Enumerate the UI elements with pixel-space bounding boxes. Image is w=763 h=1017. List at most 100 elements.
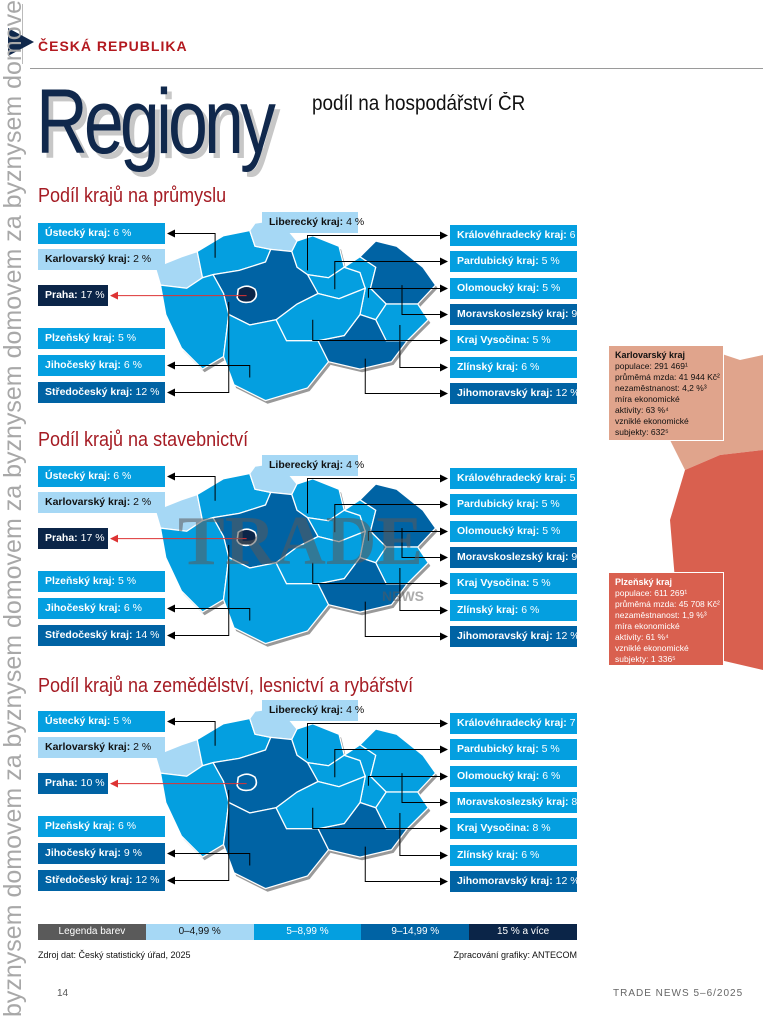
region-value: 5 % [542, 282, 561, 294]
region-label-karlovarsky: Karlovarský kraj: 2 % [38, 737, 165, 758]
region-name: Praha: [45, 777, 78, 790]
leader-arrow-pardubicky [334, 745, 448, 778]
info-box-title: Plzeňský kraj [615, 577, 673, 587]
region-value: 5 % [569, 472, 588, 484]
region-value: 6 % [113, 227, 132, 239]
region-value: 10 % [80, 777, 105, 790]
region-label-jihocesky: Jihočeský kraj: 6 % [38, 598, 165, 619]
region-label-jihomoravsky: Jihomoravský kraj: 12 % [450, 626, 580, 647]
page-subtitle: podíl na hospodářství ČR [312, 92, 526, 115]
leader-arrow-kralovehradecky [307, 719, 448, 759]
region-label-liberecky: Liberecký kraj: 4 % [262, 700, 364, 721]
region-name: Liberecký kraj: [269, 704, 344, 716]
leader-arrow-jihocesky [167, 604, 251, 621]
region-name: Středočeský kraj: [45, 874, 133, 886]
region-value: 7 % [569, 717, 588, 729]
region-value: 5 % [542, 525, 561, 537]
region-name: Olomoucký kraj: [457, 282, 540, 294]
region-name: Jihočeský kraj: [45, 359, 121, 371]
region-name: Plzeňský kraj: [45, 332, 116, 344]
region-value: 5 % [117, 575, 137, 587]
region-plzensky [159, 273, 230, 370]
region-value: 8 % [532, 822, 551, 834]
leader-arrow-moravskoslezsky [401, 528, 448, 562]
region-label-jihocesky: Jihočeský kraj: 9 % [38, 843, 165, 864]
czech-map [110, 462, 448, 647]
region-name: Ústecký kraj: [45, 470, 111, 482]
info-box-line: nezaměstnanost: 1,9 %³ [615, 610, 707, 620]
info-box-line: populace: 291 469¹ [615, 361, 688, 371]
region-label-kralovehradecky: Královéhradecký kraj: 7 % [450, 713, 588, 734]
region-value: 2 % [133, 253, 152, 265]
magazine-issue: TRADE NEWS 5–6/2025 [613, 988, 744, 999]
info-box-line: průměmá mzda: 45 708 Kč² [615, 599, 720, 609]
region-name: Pardubický kraj: [457, 743, 539, 755]
leader-arrow-jihocesky [167, 849, 251, 866]
region-praha [236, 773, 258, 792]
region-name: Královéhradecký kraj: [457, 229, 567, 241]
region-praha [236, 528, 258, 547]
region-name: Ústecký kraj: [45, 715, 111, 727]
region-label-vysocina: Kraj Vysočina: 5 % [450, 330, 577, 351]
leader-arrow-vysocina [312, 319, 448, 345]
region-label-praha: Praha: 10 % [38, 773, 108, 795]
region-name: Kraj Vysočina: [457, 822, 530, 834]
region-share-map: Ústecký kraj: 6 % Karlovarský kraj: 2 % Pr… [0, 212, 600, 417]
region-value: 5 % [541, 498, 560, 510]
region-value: 17 % [80, 289, 105, 302]
region-name: Zlínský kraj: [457, 361, 519, 373]
region-value: 5 % [532, 334, 551, 346]
region-label-praha: Praha: 17 % [38, 285, 108, 307]
region-name: Zlínský kraj: [457, 849, 519, 861]
page-title: Regiony [36, 71, 276, 173]
region-name: Karlovarský kraj: [45, 253, 131, 265]
info-box-line: subjekty: 632⁵ [615, 427, 669, 437]
color-legend: Legenda barev 0–4,99 % 5–8,99 % 9–14,99 … [38, 924, 577, 940]
region-name: Liberecký kraj: [269, 216, 344, 228]
leader-arrow-zlinsky [399, 813, 448, 860]
leader-arrow-olomoucky [367, 284, 448, 298]
region-name: Ústecký kraj: [45, 227, 111, 239]
region-value: 9 % [571, 551, 590, 563]
region-label-plzensky: Plzeňský kraj: 5 % [38, 328, 165, 349]
region-value: 5 % [532, 577, 551, 589]
region-label-pardubicky: Pardubický kraj: 5 % [450, 494, 577, 515]
leader-arrow-olomoucky [367, 772, 448, 786]
header-divider [30, 68, 763, 69]
leader-arrow-jihocesky [167, 361, 251, 378]
page-number: 14 [57, 988, 69, 999]
region-label-jihomoravsky: Jihomoravský kraj: 12 % [450, 383, 580, 404]
region-value: 2 % [133, 496, 152, 508]
graphics-credit: Zpracování grafiky: ANTECOM [453, 950, 577, 960]
czech-map [110, 219, 448, 404]
leader-arrow-zlinsky [399, 568, 448, 615]
region-value: 6 % [123, 602, 142, 614]
region-name: Středočeský kraj: [45, 629, 133, 641]
region-value: 12 % [135, 386, 160, 398]
region-name: Středočeský kraj: [45, 386, 133, 398]
leader-arrow-jihomoravsky [364, 601, 448, 641]
info-box-line: vzniklé ekonomické [615, 643, 689, 653]
leader-arrow-pardubicky [334, 257, 448, 290]
watermark-logo: TRADE [178, 503, 424, 580]
leader-arrow-zlinsky [399, 325, 448, 372]
region-name: Jihočeský kraj: [45, 602, 121, 614]
region-label-plzensky: Plzeňský kraj: 5 % [38, 571, 165, 592]
region-label-jihomoravsky: Jihomoravský kraj: 12 % [450, 871, 580, 892]
region-label-ustecky: Ústecký kraj: 6 % [38, 223, 165, 244]
region-label-zlinsky: Zlínský kraj: 6 % [450, 357, 577, 378]
region-name: Olomoucký kraj: [457, 525, 540, 537]
leader-arrow-moravskoslezsky [401, 285, 448, 319]
leader-arrow-olomoucky [367, 527, 448, 541]
leader-arrow-kralovehradecky [307, 231, 448, 271]
legend-range-1: 0–4,99 % [145, 924, 254, 940]
region-name: Kraj Vysočina: [457, 334, 530, 346]
region-share-map: Ústecký kraj: 5 % Karlovarský kraj: 2 % Pr… [0, 700, 600, 905]
info-box-line: průměmá mzda: 41 944 Kč² [615, 372, 720, 382]
region-label-kralovehradecky: Královéhradecký kraj: 5 % [450, 468, 588, 489]
region-name: Královéhradecký kraj: [457, 472, 567, 484]
section-kicker: ČESKÁ REPUBLIKA [38, 38, 188, 54]
section-title: Podíl krajů na průmyslu [38, 185, 227, 207]
region-value: 6 % [569, 229, 588, 241]
region-jihocesky [222, 801, 330, 890]
